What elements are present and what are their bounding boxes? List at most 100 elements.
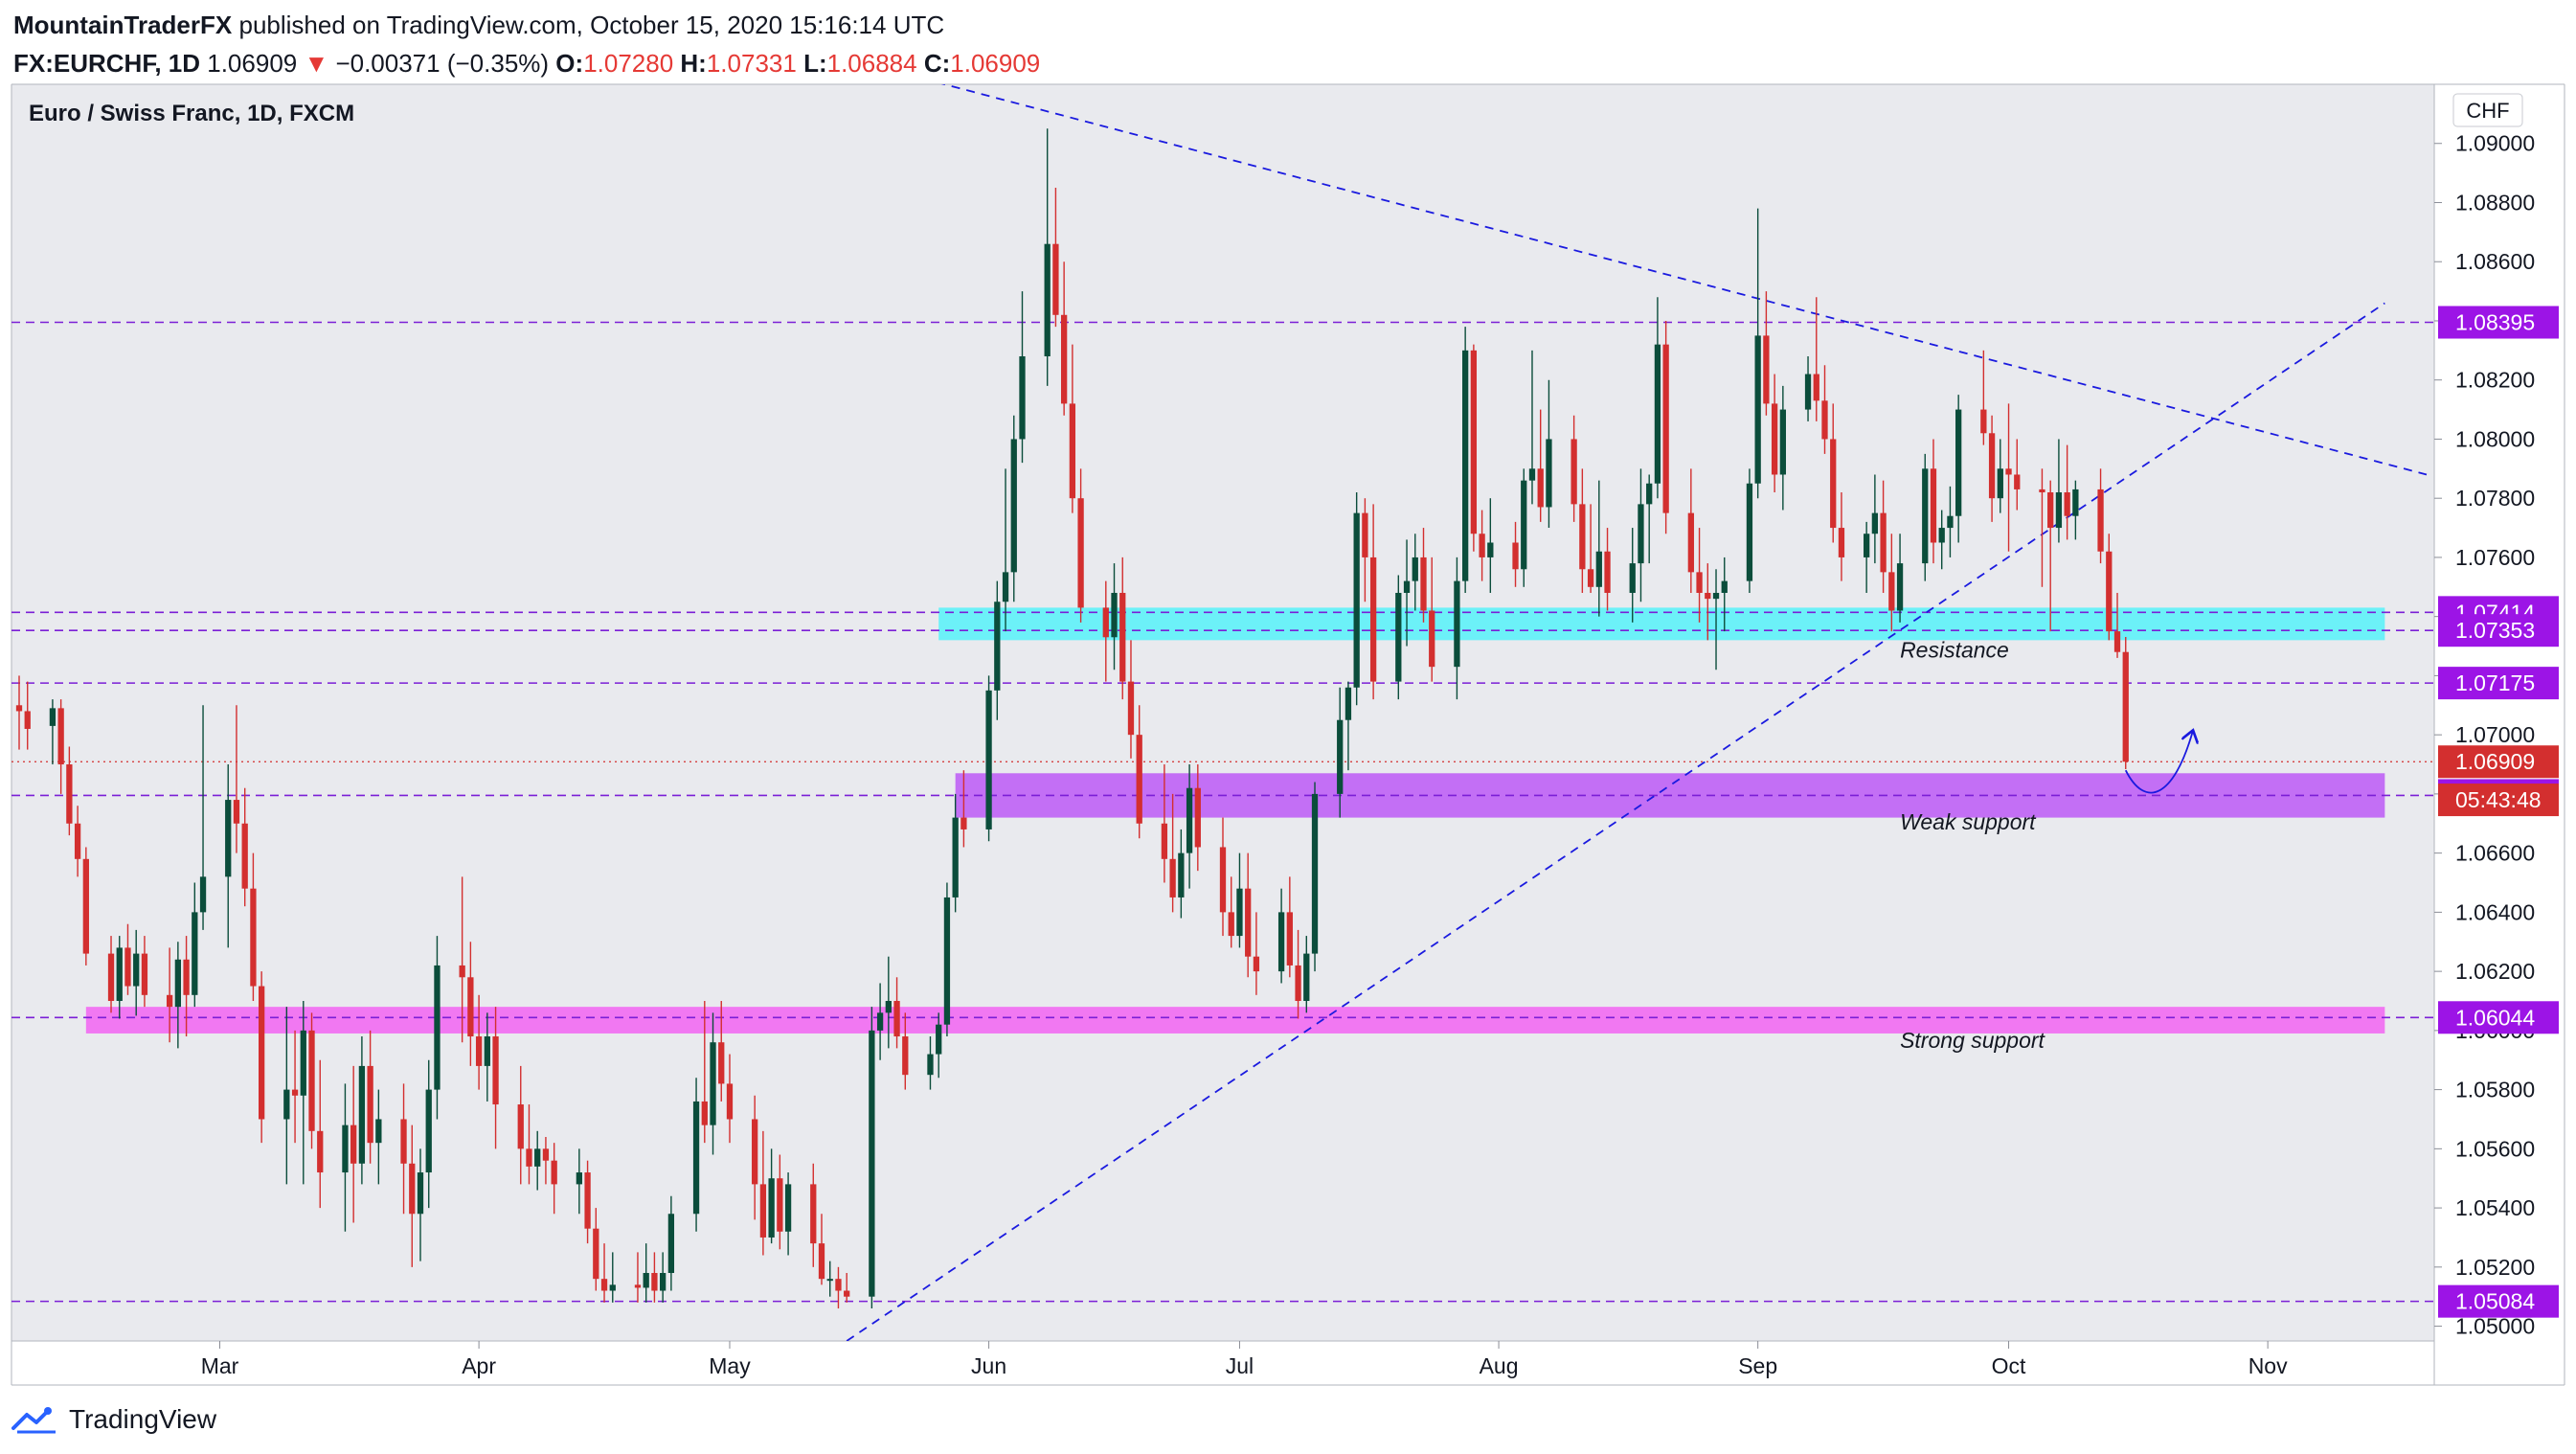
- candle: [1528, 350, 1536, 505]
- candle: [308, 1012, 315, 1149]
- y-tick-label: 1.08800: [2455, 190, 2535, 215]
- symbol-name: FX:EURCHF, 1D: [13, 49, 201, 78]
- candle-body: [593, 1228, 599, 1280]
- candle-body: [1880, 512, 1887, 573]
- candle: [1136, 705, 1142, 839]
- candle: [710, 1012, 716, 1155]
- candle-body: [291, 1089, 299, 1096]
- candle-body: [300, 1030, 306, 1096]
- candle: [994, 580, 1001, 720]
- candle: [2106, 534, 2113, 641]
- candle: [1178, 829, 1185, 919]
- y-tick-label: 1.09000: [2455, 131, 2535, 156]
- y-tick-label: 1.07000: [2455, 722, 2535, 747]
- candle-body: [1127, 681, 1135, 736]
- candle-body: [459, 965, 465, 978]
- candle-body: [475, 1036, 483, 1066]
- tradingview-brand[interactable]: TradingView: [69, 1404, 217, 1434]
- candle: [199, 705, 207, 930]
- candle-body: [1771, 403, 1778, 475]
- candle-body: [784, 1184, 792, 1232]
- candle: [1771, 374, 1778, 493]
- candle: [116, 936, 123, 1019]
- candle: [358, 1036, 366, 1185]
- candle: [1277, 888, 1285, 984]
- zone-label: Weak support: [1900, 809, 2037, 834]
- candle-body: [409, 1163, 416, 1215]
- candle-body: [1369, 557, 1377, 682]
- candle: [1638, 468, 1644, 602]
- candle: [459, 876, 465, 1043]
- tradingview-logo-icon[interactable]: [11, 1405, 59, 1434]
- candle-body: [1804, 374, 1812, 410]
- candle-body: [2039, 488, 2045, 493]
- candle-body: [1587, 569, 1594, 587]
- candle-body: [1721, 580, 1728, 593]
- candle-body: [425, 1089, 432, 1173]
- candle-body: [835, 1279, 842, 1291]
- candle-body: [1662, 344, 1669, 513]
- candle-body: [893, 1000, 900, 1037]
- candle: [1938, 510, 1945, 570]
- candle: [2005, 403, 2012, 552]
- candle-body: [1219, 847, 1227, 913]
- candle: [475, 994, 483, 1090]
- candle: [417, 1148, 424, 1261]
- candle-body: [57, 708, 64, 765]
- x-tick-label: Oct: [1992, 1353, 2026, 1378]
- candle: [259, 971, 265, 1144]
- candle-body: [701, 1101, 708, 1125]
- candle: [400, 1083, 407, 1215]
- candle-body: [1654, 344, 1661, 484]
- level-price-tag: 1.07175: [2438, 667, 2559, 700]
- candle: [1420, 528, 1427, 623]
- candle: [1044, 128, 1051, 386]
- candle: [1570, 415, 1577, 522]
- candle-body: [192, 912, 198, 995]
- author-name[interactable]: MountainTraderFX: [13, 11, 233, 39]
- candle-body: [1537, 468, 1544, 508]
- candle: [1286, 876, 1293, 978]
- candle-body: [1646, 483, 1653, 505]
- candle-body: [259, 986, 265, 1120]
- candle-body: [1821, 400, 1828, 440]
- candle: [2039, 468, 2045, 587]
- candle-body: [576, 1172, 582, 1185]
- candle-body: [726, 1083, 734, 1120]
- candle-body: [1136, 735, 1142, 824]
- candle-body: [1178, 852, 1185, 897]
- candle: [1687, 468, 1694, 593]
- candle: [1245, 852, 1252, 978]
- level-price-tag-bg: [2438, 667, 2559, 700]
- low-label: L:: [803, 49, 827, 78]
- plot-area: Resistance Weak support Strong support: [11, 84, 2434, 1341]
- candle: [1546, 379, 1552, 529]
- candle-body: [1186, 787, 1193, 853]
- candle-body: [1638, 504, 1644, 564]
- candle-body: [660, 1272, 667, 1291]
- plot-background: [11, 84, 2434, 1341]
- candle: [667, 1195, 675, 1291]
- candle: [317, 1059, 324, 1209]
- candle: [1779, 385, 1786, 511]
- candle: [2064, 444, 2070, 540]
- chart-header: MountainTraderFX published on TradingVie…: [13, 6, 1040, 82]
- candle: [718, 1000, 725, 1102]
- candle: [1169, 793, 1176, 913]
- candle-body: [1896, 563, 1904, 611]
- candle-body: [1295, 965, 1301, 1001]
- candle: [1988, 415, 1996, 522]
- candle-body: [534, 1148, 541, 1167]
- candle: [2122, 636, 2129, 769]
- candle-body: [936, 1024, 942, 1055]
- candle-body: [600, 1279, 608, 1291]
- candle: [1922, 453, 1929, 581]
- candle-body: [869, 1030, 875, 1297]
- level-price-tag-text: 1.08395: [2455, 310, 2535, 335]
- x-tick-label: Jul: [1226, 1353, 1254, 1378]
- last-price-tag: 1.06909: [2438, 745, 2559, 779]
- candle-body: [417, 1172, 424, 1215]
- currency-label: CHF: [2466, 99, 2509, 123]
- candle: [876, 983, 884, 1060]
